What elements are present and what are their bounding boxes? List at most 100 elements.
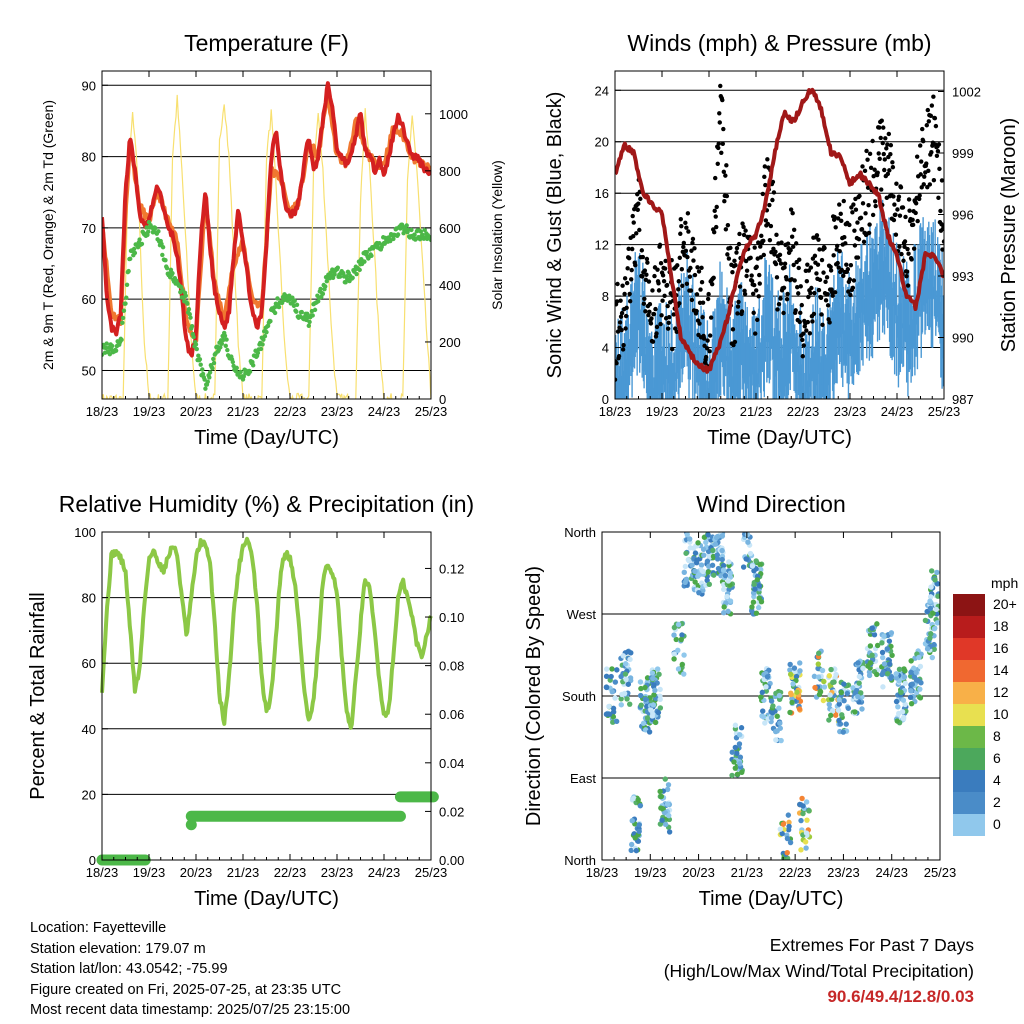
gust-point bbox=[918, 172, 923, 177]
gust-point bbox=[737, 231, 742, 237]
gust-point bbox=[838, 211, 843, 217]
gust-point bbox=[845, 266, 851, 272]
direction-point bbox=[930, 610, 936, 616]
x-axis-label: Time (Day/UTC) bbox=[707, 427, 852, 449]
x-tick-label: 22/23 bbox=[779, 865, 812, 880]
direction-point bbox=[760, 708, 766, 714]
direction-point bbox=[893, 675, 900, 681]
dewpoint-point bbox=[238, 369, 243, 375]
direction-point bbox=[633, 847, 640, 854]
dewpoint-point bbox=[207, 370, 213, 375]
gust-point bbox=[873, 203, 878, 209]
direction-point bbox=[799, 795, 805, 802]
gust-point bbox=[615, 281, 620, 287]
gust-point bbox=[791, 227, 797, 232]
direction-point bbox=[682, 579, 688, 586]
direction-point bbox=[650, 675, 656, 682]
gust-point bbox=[795, 284, 800, 290]
gust-point bbox=[841, 273, 846, 278]
dewpoint-point bbox=[183, 293, 189, 298]
direction-point bbox=[753, 610, 760, 616]
gust-point bbox=[817, 277, 823, 283]
direction-point bbox=[803, 830, 810, 836]
gust-point bbox=[800, 337, 805, 343]
direction-point bbox=[866, 669, 873, 675]
gust-point bbox=[656, 288, 662, 293]
direction-point bbox=[706, 554, 713, 560]
dewpoint-point bbox=[275, 296, 280, 301]
dewpoint-point bbox=[404, 223, 409, 228]
gust-point bbox=[735, 311, 740, 316]
gust-point bbox=[844, 262, 849, 267]
gust-point bbox=[618, 314, 624, 319]
gust-point bbox=[734, 245, 740, 251]
station-info: Location: Fayetteville Station elevation… bbox=[30, 918, 350, 1021]
y-tick-label: North bbox=[564, 525, 596, 540]
x-tick-label: 18/23 bbox=[599, 404, 632, 419]
direction-point bbox=[650, 702, 657, 708]
gust-point bbox=[677, 255, 682, 260]
gust-point bbox=[782, 261, 788, 266]
gust-point bbox=[924, 123, 929, 128]
gust-point bbox=[645, 260, 650, 265]
direction-point bbox=[622, 661, 629, 667]
dewpoint-point bbox=[185, 301, 190, 306]
extremes-title: Extremes For Past 7 Days bbox=[769, 935, 974, 955]
gust-point bbox=[644, 272, 649, 277]
gust-point bbox=[938, 208, 943, 214]
dewpoint-point bbox=[124, 295, 129, 300]
gust-point bbox=[777, 252, 783, 258]
gust-point bbox=[797, 319, 802, 325]
dewpoint-point bbox=[205, 379, 210, 384]
gust-point bbox=[765, 157, 770, 162]
gust-point bbox=[825, 291, 830, 297]
x-tick-label: 23/23 bbox=[827, 865, 860, 880]
gust-point bbox=[822, 245, 827, 251]
gust-point bbox=[850, 285, 856, 290]
gust-point bbox=[694, 292, 700, 297]
x-tick-label: 19/23 bbox=[133, 865, 166, 880]
direction-point bbox=[745, 539, 751, 545]
y-tick-label: 0 bbox=[602, 392, 609, 407]
gust-point bbox=[928, 113, 934, 118]
direction-point bbox=[806, 808, 812, 814]
gust-point bbox=[705, 338, 710, 343]
direction-point bbox=[843, 721, 849, 727]
gust-point bbox=[714, 204, 719, 210]
direction-point bbox=[618, 696, 624, 702]
direction-point bbox=[752, 586, 758, 592]
gust-point bbox=[939, 178, 944, 183]
dewpoint-point bbox=[104, 341, 109, 346]
gust-point bbox=[643, 309, 648, 314]
gust-point bbox=[718, 83, 723, 89]
gust-point bbox=[713, 175, 718, 181]
gust-point bbox=[885, 142, 890, 147]
direction-point bbox=[934, 620, 940, 626]
direction-point bbox=[832, 712, 839, 718]
x-tick-label: 20/23 bbox=[682, 865, 715, 880]
direction-point bbox=[835, 707, 842, 714]
direction-point bbox=[652, 719, 659, 726]
gust-point bbox=[878, 135, 883, 141]
dewpoint-point bbox=[163, 258, 168, 263]
panel-title: Wind Direction bbox=[696, 491, 846, 517]
direction-point bbox=[932, 577, 938, 583]
dewpoint-point bbox=[170, 271, 175, 276]
direction-point bbox=[884, 646, 890, 652]
direction-point bbox=[934, 581, 940, 587]
gust-point bbox=[659, 313, 664, 318]
direction-point bbox=[764, 674, 771, 680]
direction-point bbox=[760, 714, 767, 720]
gust-point bbox=[700, 300, 706, 305]
dewpoint-point bbox=[428, 237, 431, 243]
gust-point bbox=[824, 275, 830, 280]
gust-point bbox=[665, 326, 671, 331]
gust-point bbox=[679, 223, 684, 229]
direction-point bbox=[893, 671, 899, 677]
gust-point bbox=[867, 151, 873, 157]
direction-point bbox=[852, 709, 858, 715]
gust-point bbox=[857, 193, 862, 199]
dewpoint-point bbox=[120, 320, 125, 325]
colorbar-swatch bbox=[953, 638, 985, 660]
